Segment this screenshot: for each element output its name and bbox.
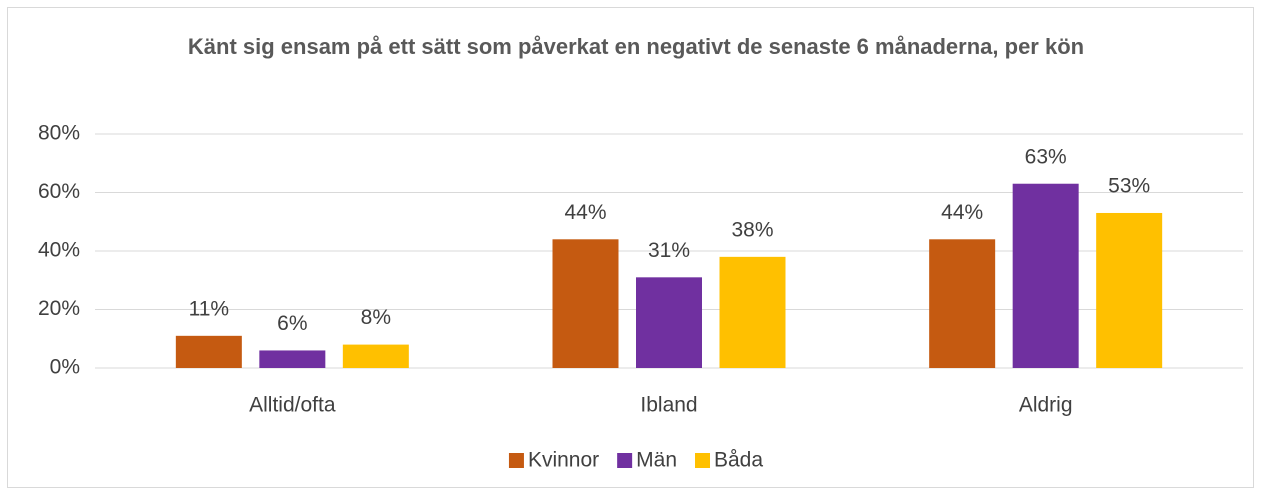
x-tick-label: Ibland	[640, 394, 697, 417]
bar	[1096, 212, 1163, 368]
bar	[342, 344, 409, 368]
x-tick-label: Aldrig	[1019, 394, 1073, 417]
bar	[259, 350, 326, 368]
y-tick-label: 40%	[38, 239, 80, 262]
data-label: 44%	[941, 201, 983, 224]
legend-label: Båda	[714, 449, 763, 472]
bar	[636, 277, 702, 368]
data-label: 38%	[731, 218, 773, 241]
legend-swatch	[695, 453, 711, 468]
chart-title: Känt sig ensam på ett sätt som påverkat …	[188, 34, 1084, 59]
data-label: 31%	[648, 239, 690, 262]
legend-label: Kvinnor	[528, 449, 599, 472]
data-label: 6%	[277, 312, 307, 335]
data-label: 53%	[1108, 175, 1150, 198]
y-tick-label: 20%	[38, 297, 80, 320]
x-tick-label: Alltid/ofta	[249, 394, 336, 417]
y-tick-label: 0%	[50, 356, 80, 379]
data-label: 63%	[1025, 145, 1067, 168]
data-label: 8%	[361, 306, 391, 329]
legend-swatch	[617, 453, 633, 468]
legend-label: Män	[636, 449, 677, 472]
bar	[719, 256, 786, 368]
bar	[175, 335, 242, 368]
y-tick-label: 60%	[38, 180, 80, 203]
y-tick-label: 80%	[38, 122, 80, 145]
data-label: 11%	[189, 297, 229, 320]
data-label: 44%	[564, 201, 606, 224]
bar	[929, 239, 996, 368]
bar	[552, 239, 619, 368]
legend-swatch	[508, 453, 524, 468]
bar	[1012, 183, 1079, 368]
